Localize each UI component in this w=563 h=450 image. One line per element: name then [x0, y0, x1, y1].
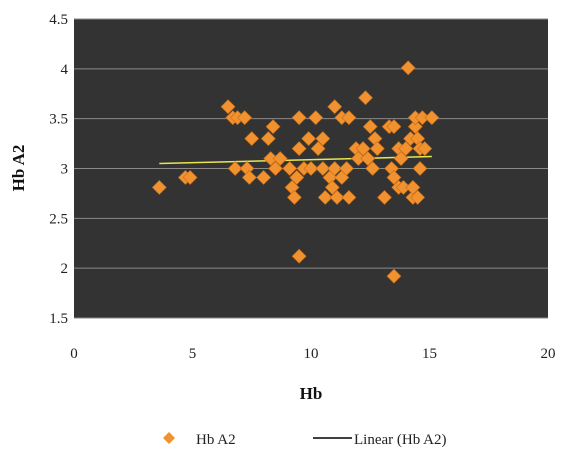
- legend-label-series: Hb A2: [196, 432, 236, 448]
- data-point: [286, 189, 302, 205]
- trendline-group: [159, 155, 432, 165]
- data-point: [182, 170, 198, 185]
- gridlines: [74, 18, 548, 319]
- data-point: [310, 141, 326, 156]
- data-point: [412, 161, 428, 176]
- data-point: [317, 189, 333, 205]
- data-point: [227, 161, 243, 176]
- data-points: [151, 60, 440, 284]
- x-tick-label: 20: [541, 346, 556, 362]
- data-point: [291, 248, 307, 264]
- data-point: [265, 119, 281, 135]
- data-point: [362, 119, 378, 135]
- data-point: [282, 161, 298, 176]
- data-point: [386, 268, 402, 284]
- data-point: [365, 161, 381, 176]
- data-point: [327, 161, 343, 176]
- y-tick-label: 3.5: [49, 112, 68, 128]
- x-tick-label: 10: [304, 346, 319, 362]
- data-point: [244, 131, 260, 147]
- data-point: [220, 99, 236, 115]
- data-point: [289, 170, 305, 185]
- x-tick-label: 15: [422, 346, 437, 362]
- data-point: [256, 170, 272, 185]
- data-point: [386, 170, 402, 185]
- data-point: [360, 151, 376, 166]
- data-point: [393, 151, 409, 166]
- legend-label-trendline: Linear (Hb A2): [354, 432, 446, 448]
- data-point: [327, 99, 343, 115]
- data-point: [405, 180, 421, 195]
- x-tick-label: 5: [189, 346, 197, 362]
- data-point: [386, 119, 402, 135]
- data-point: [417, 141, 433, 156]
- data-point: [400, 60, 416, 76]
- data-point: [398, 141, 414, 156]
- y-tick-label: 1.5: [49, 311, 68, 327]
- data-point: [151, 180, 167, 195]
- data-point: [291, 141, 307, 156]
- data-point: [410, 189, 426, 205]
- data-point: [241, 170, 257, 185]
- data-point: [315, 131, 331, 147]
- data-point: [329, 189, 345, 205]
- data-point: [303, 161, 319, 176]
- data-point: [315, 161, 331, 176]
- y-tick-label: 4.5: [49, 12, 68, 28]
- data-point: [272, 151, 288, 166]
- y-tick-label: 4: [61, 62, 69, 78]
- data-point: [237, 110, 253, 126]
- y-axis-title: Hb A2: [9, 145, 28, 192]
- x-axis-ticks: 0 5 10 15 20: [70, 346, 555, 362]
- data-point: [377, 189, 392, 205]
- trendline: [159, 155, 432, 165]
- y-axis-ticks: 1.5 2 2.5 3 3.5 4 4.5: [49, 12, 68, 327]
- y-tick-label: 2.5: [49, 211, 68, 227]
- data-point: [424, 110, 440, 126]
- x-axis-title: Hb: [300, 384, 323, 403]
- data-point: [308, 110, 324, 126]
- data-point: [341, 189, 357, 205]
- x-tick-label: 0: [70, 346, 78, 362]
- y-tick-label: 2: [61, 261, 69, 277]
- data-point: [324, 180, 340, 195]
- legend-marker-diamond: [163, 432, 175, 444]
- data-point: [355, 141, 371, 156]
- data-point: [301, 131, 317, 147]
- data-point: [341, 110, 357, 126]
- legend: Hb A2 Linear (Hb A2): [163, 432, 446, 448]
- data-point: [369, 141, 385, 156]
- data-point: [339, 161, 354, 176]
- y-tick-label: 3: [61, 162, 69, 178]
- data-point: [291, 110, 307, 126]
- data-point: [358, 90, 373, 106]
- data-point: [260, 131, 276, 147]
- data-point: [268, 161, 283, 176]
